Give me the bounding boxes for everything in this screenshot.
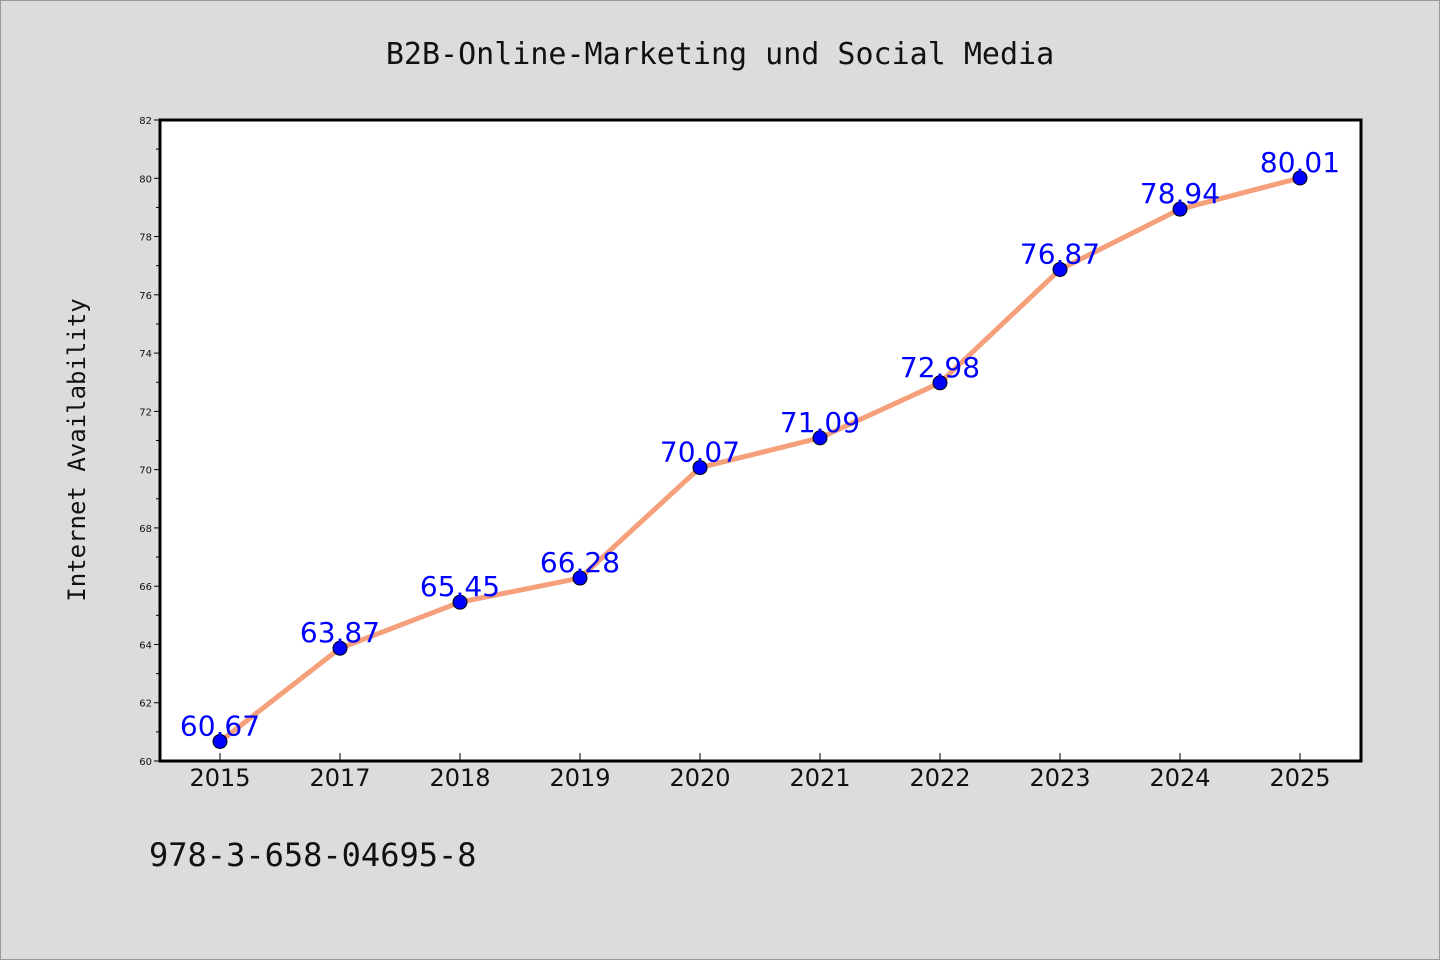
data-point (1052, 261, 1068, 277)
x-tick-label: 2024 (1149, 764, 1210, 792)
x-tick-label: 2020 (669, 764, 730, 792)
y-tick-label: 64 (139, 640, 152, 651)
plot-frame (158, 118, 1363, 763)
y-tick-label: 70 (139, 466, 152, 477)
data-label: 78.94 (1140, 177, 1220, 210)
data-label: 70.07 (660, 436, 740, 469)
x-tick-label: 2019 (549, 764, 610, 792)
x-tick-label: 2022 (909, 764, 970, 792)
x-tick-label: 2021 (789, 764, 850, 792)
chart-title: B2B-Online-Marketing und Social Media (386, 37, 1054, 72)
x-tick-label: 2017 (309, 764, 370, 792)
y-tick-label: 82 (139, 116, 152, 127)
y-tick-label: 74 (139, 349, 152, 360)
data-point (1172, 201, 1188, 217)
data-point (452, 594, 468, 610)
data-label: 65.45 (420, 570, 500, 603)
y-tick-label: 78 (139, 233, 152, 244)
data-label: 71.09 (780, 406, 860, 439)
data-label: 76.87 (1020, 237, 1100, 270)
footer-isbn: 978-3-658-04695-8 (149, 836, 477, 874)
data-label: 66.28 (540, 546, 620, 579)
y-axis-ticks: 60 62 64 66 68 70 72 74 76 78 80 82 (139, 116, 160, 768)
y-tick-label: 60 (139, 757, 152, 768)
data-label: 72.98 (900, 351, 980, 384)
data-point (932, 375, 948, 391)
data-label: 60.67 (180, 709, 260, 742)
data-label: 63.87 (300, 616, 380, 649)
y-tick-label: 72 (139, 407, 152, 418)
y-tick-label: 62 (139, 699, 152, 710)
y-tick-label: 80 (139, 174, 152, 185)
data-point (572, 570, 588, 586)
data-point (332, 640, 348, 656)
x-tick-label: 2023 (1029, 764, 1090, 792)
y-tick-label: 66 (139, 582, 152, 593)
series-line (217, 175, 1303, 744)
data-markers (212, 170, 1308, 749)
data-point (812, 430, 828, 446)
data-labels: 60.67 63.87 65.45 66.28 70.07 71.09 72.98 76.87… (180, 146, 1340, 742)
y-tick-label: 68 (139, 524, 152, 535)
x-tick-label: 2018 (429, 764, 490, 792)
data-point (212, 733, 228, 749)
data-point (1292, 170, 1308, 186)
data-point (692, 460, 708, 476)
y-tick-label: 76 (139, 291, 152, 302)
x-tick-label: 2025 (1269, 764, 1330, 792)
plot-area (160, 120, 1361, 761)
y-axis-label: Internet Availability (63, 298, 91, 601)
x-axis-ticks: 2015 2017 2018 2019 2020 2021 2022 2023 2024 2025 (189, 753, 1331, 792)
x-tick-label: 2015 (189, 764, 250, 792)
data-label: 80.01 (1260, 146, 1340, 179)
